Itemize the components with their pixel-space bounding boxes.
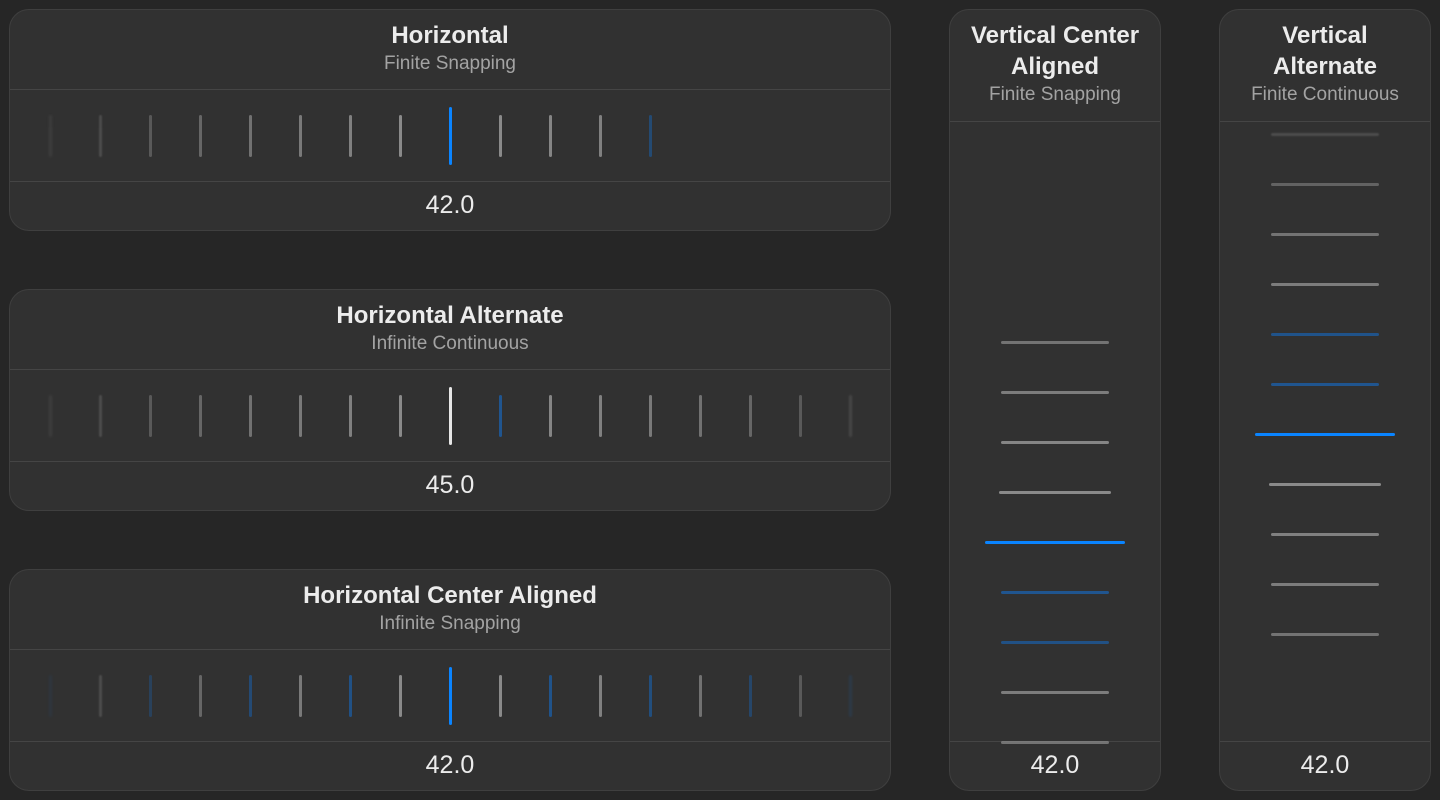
value-label: 42.0 (425, 191, 475, 219)
value-label: 42.0 (425, 751, 475, 779)
ruler-tick (498, 114, 502, 157)
ruler-tick (1271, 132, 1379, 136)
panel-vertical-alternate: Vertical Alternate Finite Continuous 42.… (1219, 9, 1431, 791)
ruler-tick (48, 394, 52, 437)
ruler-tick (1001, 640, 1109, 644)
ruler-tick (1001, 740, 1109, 744)
ruler-tick-current (985, 540, 1125, 544)
ruler-tick (748, 394, 752, 437)
ruler-tick (1271, 532, 1379, 536)
ruler-tick (1271, 332, 1379, 336)
ruler-tick (698, 674, 702, 717)
ruler-tick (648, 114, 652, 157)
ruler-tick (999, 490, 1111, 494)
ruler-tick (198, 114, 202, 157)
ruler-tick (1271, 232, 1379, 236)
ruler-tick (1001, 440, 1109, 444)
ruler-tick (148, 674, 152, 717)
panel-header: Horizontal Center Aligned Infinite Snapp… (10, 570, 890, 650)
ruler-tick (748, 674, 752, 717)
ruler-tick (498, 394, 502, 437)
ruler-tick (798, 674, 802, 717)
ruler-tick (348, 394, 352, 437)
vertical-center-aligned-ruler-slider[interactable] (950, 122, 1160, 744)
ruler-tick (1271, 382, 1379, 386)
panel-title: Vertical Alternate (1272, 22, 1378, 80)
ruler-tick (148, 394, 152, 437)
horizontal-ruler-slider[interactable] (10, 90, 890, 182)
ruler-tick (798, 394, 802, 437)
panel-header: Vertical Center Aligned Finite Snapping (950, 10, 1160, 122)
ruler-tick (548, 394, 552, 437)
ruler-tick (1001, 390, 1109, 394)
ruler-tick (598, 674, 602, 717)
ruler-tick (198, 394, 202, 437)
ruler-tick (398, 114, 402, 157)
ruler-tick-current (448, 386, 452, 445)
panel-subtitle: Infinite Continuous (371, 333, 529, 354)
ruler-tick (598, 114, 602, 157)
ruler-tick (298, 394, 302, 437)
panel-title: Vertical Center Aligned (970, 22, 1140, 80)
ruler-tick (548, 674, 552, 717)
panel-vertical-center-aligned: Vertical Center Aligned Finite Snapping … (949, 9, 1161, 791)
ruler-tick-current (1255, 432, 1395, 436)
ruler-tick (1271, 582, 1379, 586)
ruler-tick (1001, 791, 1109, 792)
ruler-tick (48, 674, 52, 717)
ruler-tick-current (448, 106, 452, 165)
vertical-alternate-ruler-slider[interactable] (1220, 122, 1430, 742)
ruler-tick (1001, 340, 1109, 344)
ruler-tick-current (448, 666, 452, 725)
ruler-tick (198, 674, 202, 717)
ruler-tick (598, 394, 602, 437)
ruler-tick (1271, 182, 1379, 186)
horizontal-alternate-ruler-slider[interactable] (10, 370, 890, 462)
ruler-tick (398, 394, 402, 437)
panel-title: Horizontal (391, 22, 509, 49)
ruler-tick (348, 674, 352, 717)
ruler-tick (398, 674, 402, 717)
ruler-tick (148, 114, 152, 157)
ruler-tick (1269, 482, 1381, 486)
panel-subtitle: Finite Continuous (1251, 84, 1399, 105)
value-label: 42.0 (1300, 751, 1350, 779)
ruler-tick (248, 674, 252, 717)
ruler-tick (248, 114, 252, 157)
ruler-tick (648, 674, 652, 717)
ruler-tick (48, 114, 52, 157)
ruler-tick (348, 114, 352, 157)
ruler-tick (548, 114, 552, 157)
value-label: 42.0 (1030, 751, 1080, 779)
ruler-tick (248, 394, 252, 437)
ruler-tick (648, 394, 652, 437)
ruler-tick (498, 674, 502, 717)
panel-title: Horizontal Center Aligned (303, 582, 597, 609)
ruler-tick (698, 394, 702, 437)
panel-horizontal-alternate: Horizontal Alternate Infinite Continuous… (9, 289, 891, 511)
ruler-tick (298, 674, 302, 717)
value-label: 45.0 (425, 471, 475, 499)
panel-header: Horizontal Alternate Infinite Continuous (10, 290, 890, 370)
ruler-tick (848, 674, 852, 717)
panel-header: Horizontal Finite Snapping (10, 10, 890, 90)
ruler-tick (1001, 590, 1109, 594)
ruler-tick (1001, 690, 1109, 694)
panel-subtitle: Finite Snapping (988, 84, 1122, 105)
ruler-tick (298, 114, 302, 157)
ruler-tick (98, 114, 102, 157)
panel-header: Vertical Alternate Finite Continuous (1220, 10, 1430, 122)
ruler-tick (1271, 282, 1379, 286)
panel-title: Horizontal Alternate (336, 302, 564, 329)
horizontal-center-aligned-ruler-slider[interactable] (10, 650, 890, 742)
panel-horizontal-center-aligned: Horizontal Center Aligned Infinite Snapp… (9, 569, 891, 791)
ruler-tick (848, 394, 852, 437)
panel-subtitle: Infinite Snapping (379, 613, 521, 634)
panel-subtitle: Finite Snapping (383, 53, 517, 74)
panel-horizontal: Horizontal Finite Snapping 42.0 (9, 9, 891, 231)
ruler-tick (98, 674, 102, 717)
ruler-tick (98, 394, 102, 437)
ruler-tick (1271, 632, 1379, 636)
